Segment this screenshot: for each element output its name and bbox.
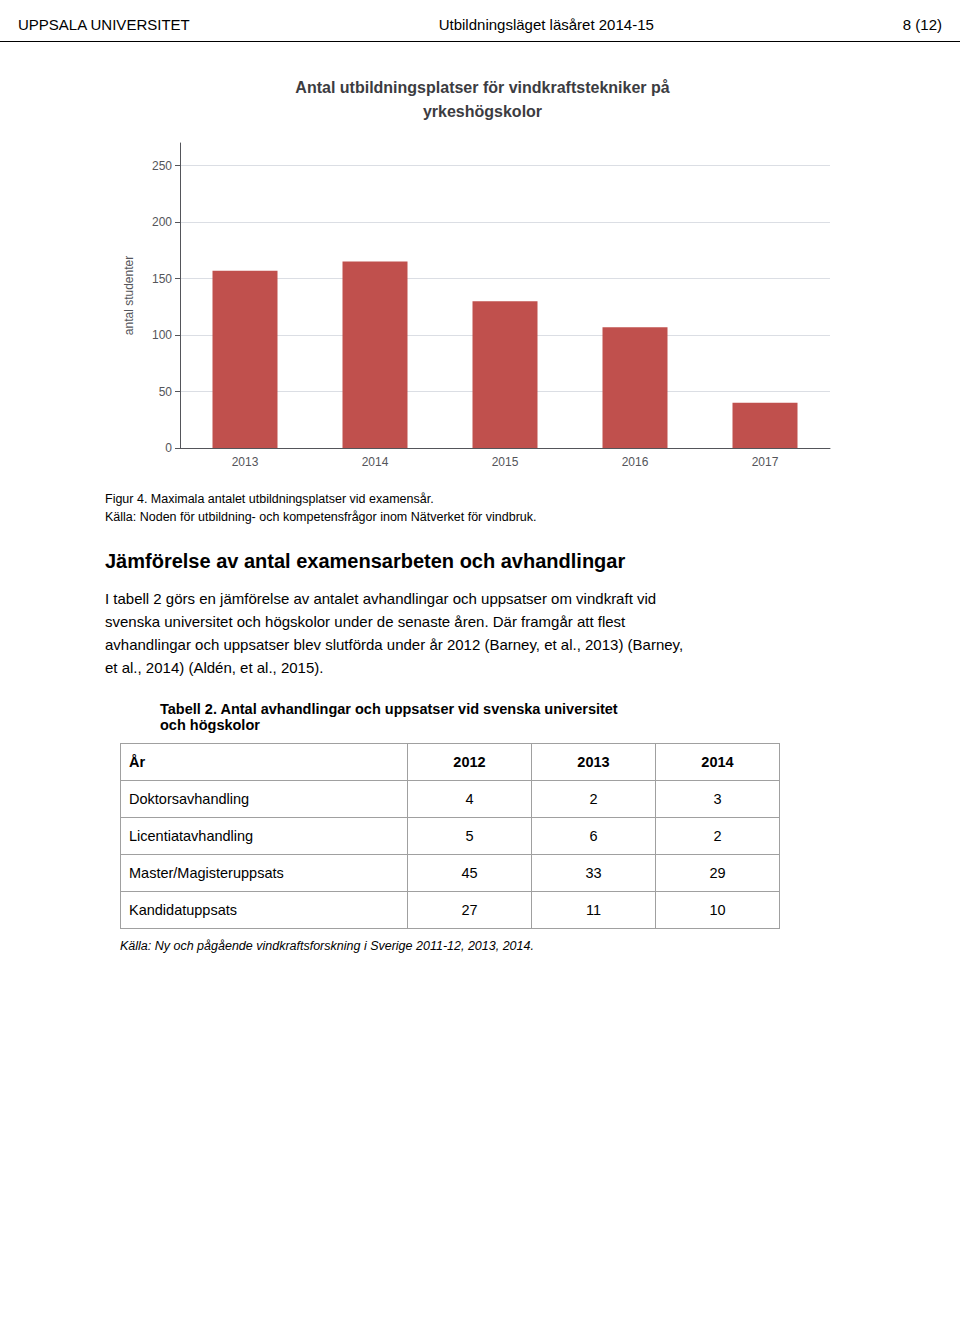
html-text:Jämförelse av antal examensarb: Jämförelse av antal examensarbeten och a… (105, 550, 626, 572)
html-text:4: 4 (465, 791, 474, 807)
html-text:Källa: Ny och pågående vindkra: Källa: Ny och pågående vindkraftsforskni… (120, 939, 534, 953)
html-text:3: 3 (713, 791, 722, 807)
html-text:svenska universitet och högsko: svenska universitet och högskolor under … (105, 613, 626, 630)
svg-text:0: 0 (165, 441, 172, 455)
html-text:Master/Magisteruppsats: Master/Magisteruppsats (129, 865, 284, 881)
html-text:8 (12): 8 (12) (902, 16, 942, 33)
html-text:2012: 2012 (453, 754, 486, 770)
svg-text:yrkeshögskolor: yrkeshögskolor (423, 103, 542, 120)
html-text:Doktorsavhandling: Doktorsavhandling (129, 791, 250, 807)
html-text:Källa: Noden för utbildning- o: Källa: Noden för utbildning- och kompete… (105, 510, 537, 524)
svg-text:250: 250 (152, 159, 172, 173)
html-text:11: 11 (586, 902, 601, 918)
html-text:Kandidatuppsats: Kandidatuppsats (129, 902, 237, 918)
svg-text:2015: 2015 (492, 455, 519, 469)
svg-text:150: 150 (152, 272, 172, 286)
html-text:UPPSALA UNIVERSITET: UPPSALA UNIVERSITET (18, 16, 190, 33)
svg-text:2016: 2016 (622, 455, 649, 469)
html-text:År: År (129, 754, 146, 770)
html-text:29: 29 (709, 865, 726, 881)
html-text:Tabell 2. Antal avhandlingar o: Tabell 2. Antal avhandlingar och uppsats… (160, 701, 618, 717)
svg-text:2017: 2017 (752, 455, 779, 469)
html-text:och högskolor: och högskolor (160, 717, 260, 733)
html-text:2013: 2013 (577, 754, 610, 770)
html-text:Utbildningsläget läsåret 2014-: Utbildningsläget läsåret 2014-15 (438, 16, 654, 33)
svg-text:Antal utbildningsplatser för v: Antal utbildningsplatser för vindkraftst… (295, 79, 669, 96)
html-text:Figur 4. Maximala antalet utbi: Figur 4. Maximala antalet utbildningspla… (105, 492, 434, 506)
svg-text:200: 200 (152, 215, 172, 229)
svg-text:2013: 2013 (232, 455, 259, 469)
html-text:I tabell 2 görs en jämförelse: I tabell 2 görs en jämförelse av antalet… (105, 590, 657, 607)
html-text:2014: 2014 (701, 754, 734, 770)
html-text:et al., 2014) (Aldén, et al.,: et al., 2014) (Aldén, et al., 2015). (105, 659, 324, 676)
html-text:33: 33 (585, 865, 602, 881)
svg-text:antal studenter: antal studenter (122, 256, 136, 335)
html-text:avhandlingar och uppsatser ble: avhandlingar och uppsatser blev slutförd… (105, 636, 684, 653)
html-text:5: 5 (465, 828, 474, 844)
html-text:10: 10 (709, 902, 726, 918)
html-text:Licentiatavhandling: Licentiatavhandling (129, 828, 254, 844)
html-text:45: 45 (461, 865, 478, 881)
html-text:27: 27 (461, 902, 478, 918)
svg-text:2014: 2014 (362, 455, 389, 469)
html-text:2: 2 (713, 828, 722, 844)
html-text:2: 2 (589, 791, 598, 807)
html-text:6: 6 (589, 828, 598, 844)
svg-text:100: 100 (152, 328, 172, 342)
svg-text:50: 50 (159, 385, 173, 399)
